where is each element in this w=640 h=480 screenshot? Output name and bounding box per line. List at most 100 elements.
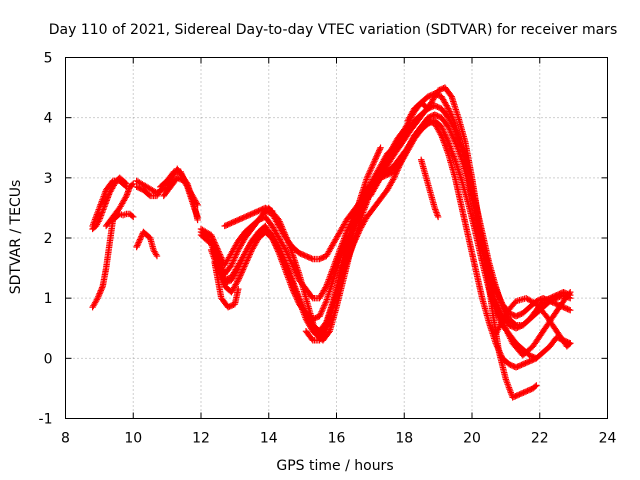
data-point <box>237 260 244 267</box>
data-point <box>322 323 329 330</box>
data-point <box>152 251 160 258</box>
data-point <box>364 173 371 180</box>
data-point <box>218 254 225 261</box>
data-point <box>447 109 454 117</box>
data-point <box>153 252 161 260</box>
data-point <box>194 213 201 221</box>
data-point <box>567 340 574 347</box>
data-point <box>234 266 241 273</box>
data-point <box>447 129 455 136</box>
data-point <box>402 149 409 156</box>
data-point <box>325 329 332 336</box>
data-point <box>392 171 399 179</box>
data-point <box>231 254 239 261</box>
data-point <box>363 174 371 182</box>
data-point <box>445 106 453 114</box>
data-point <box>209 236 217 243</box>
series-track-6 <box>133 183 164 200</box>
data-point <box>375 149 382 156</box>
data-point <box>565 341 573 348</box>
data-point <box>279 255 287 263</box>
data-point <box>495 291 502 299</box>
data-point <box>283 249 291 257</box>
data-point <box>98 285 105 293</box>
data-point <box>238 269 245 276</box>
data-point <box>209 234 216 242</box>
data-point <box>216 249 223 257</box>
data-point <box>399 156 406 163</box>
data-point <box>423 104 431 111</box>
data-point <box>228 261 235 269</box>
y-tick-label: 3 <box>44 171 53 187</box>
data-point <box>370 159 377 166</box>
series-track-14 <box>207 117 540 371</box>
data-point <box>134 240 142 248</box>
data-point <box>130 213 137 221</box>
data-point <box>156 188 163 195</box>
data-point <box>122 194 129 201</box>
data-point <box>123 180 130 188</box>
data-point <box>386 149 394 156</box>
data-point <box>277 251 285 258</box>
data-point <box>95 293 102 300</box>
plot-frame <box>65 57 608 419</box>
data-point <box>228 260 236 267</box>
data-point <box>235 285 242 293</box>
data-point <box>451 137 458 144</box>
data-point <box>434 213 442 221</box>
series-track-15 <box>211 258 242 311</box>
x-tick-label: 14 <box>260 431 278 447</box>
y-axis-label: SDTVAR / TECUs <box>8 180 24 295</box>
data-point <box>240 252 247 260</box>
data-point <box>237 270 245 278</box>
data-point <box>281 260 289 267</box>
series-track-23 <box>492 294 574 350</box>
data-point <box>275 246 283 254</box>
data-point <box>494 290 501 297</box>
y-tick-label: 4 <box>44 111 53 127</box>
data-point <box>316 313 323 320</box>
data-point <box>492 285 499 293</box>
data-point <box>211 239 218 246</box>
x-tick-label: 18 <box>395 431 413 447</box>
data-point <box>241 263 248 270</box>
data-point <box>233 249 241 257</box>
data-point <box>230 257 237 264</box>
data-point <box>178 171 186 179</box>
data-point <box>98 284 106 291</box>
x-tick-label: 16 <box>328 431 346 447</box>
data-point <box>565 306 573 313</box>
data-point <box>317 310 325 317</box>
data-point <box>213 243 220 251</box>
data-point <box>317 334 325 341</box>
data-point <box>368 164 375 171</box>
data-point <box>193 200 200 207</box>
data-point <box>240 264 247 272</box>
data-point <box>369 162 376 169</box>
data-point <box>232 252 239 260</box>
y-tick-label: 5 <box>44 51 53 67</box>
data-point <box>322 299 329 306</box>
y-tick-labels: -1 0 1 2 3 4 5 <box>39 51 53 428</box>
data-point <box>241 251 248 258</box>
data-point <box>276 248 283 255</box>
data-point <box>390 174 398 182</box>
data-point <box>215 248 222 255</box>
data-point <box>122 179 129 187</box>
data-point <box>218 255 226 263</box>
data-point <box>437 131 444 138</box>
data-point <box>239 254 247 261</box>
series-track-4 <box>102 180 137 230</box>
data-point <box>133 243 140 251</box>
data-point <box>449 134 457 141</box>
y-tick-label: 0 <box>44 351 53 367</box>
data-point <box>396 162 403 169</box>
data-point <box>533 382 540 389</box>
x-tick-labels: 8 10 12 14 16 18 20 22 24 <box>61 431 616 447</box>
data-point <box>493 287 500 294</box>
data-point <box>130 180 137 188</box>
data-point <box>366 168 373 176</box>
data-point <box>493 288 501 296</box>
data-point <box>95 218 102 225</box>
